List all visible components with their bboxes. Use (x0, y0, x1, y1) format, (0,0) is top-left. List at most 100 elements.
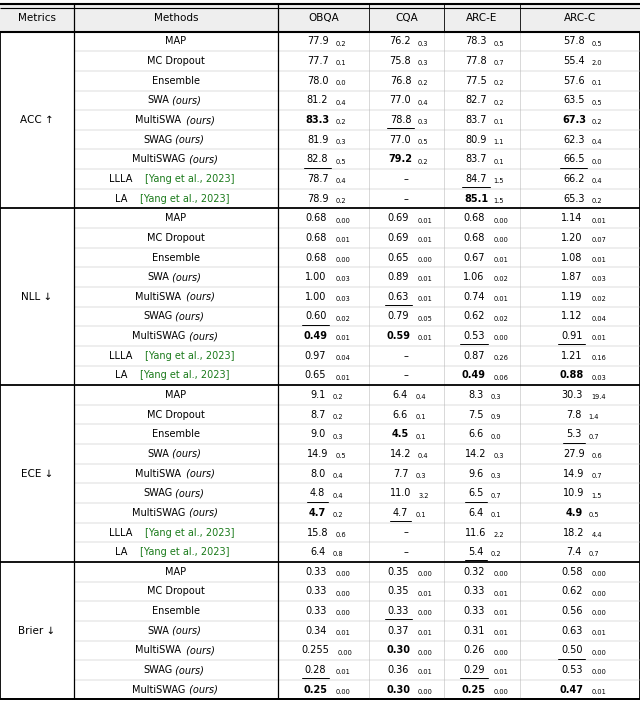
Text: 0.01: 0.01 (591, 689, 606, 695)
Text: 0.62: 0.62 (463, 311, 484, 321)
Text: 0.01: 0.01 (418, 591, 433, 597)
Text: 8.0: 8.0 (310, 469, 325, 479)
Text: –: – (404, 547, 409, 557)
Text: 4.8: 4.8 (310, 489, 325, 498)
Text: 82.7: 82.7 (465, 96, 487, 105)
Text: 0.3: 0.3 (491, 394, 501, 400)
Text: 0.01: 0.01 (418, 296, 433, 302)
Text: Ensemble: Ensemble (152, 606, 200, 616)
Text: (ours): (ours) (184, 115, 215, 125)
Text: OBQA: OBQA (308, 13, 339, 22)
Text: 85.1: 85.1 (464, 193, 488, 204)
Text: 4.5: 4.5 (392, 430, 409, 439)
Text: 0.00: 0.00 (335, 610, 350, 617)
Text: 0.00: 0.00 (493, 689, 508, 695)
Text: 0.00: 0.00 (493, 650, 508, 656)
Text: 0.35: 0.35 (388, 586, 409, 596)
Text: 1.4: 1.4 (589, 414, 599, 420)
Text: 0.01: 0.01 (418, 276, 433, 283)
Text: [Yang et al., 2023]: [Yang et al., 2023] (145, 351, 235, 361)
Text: 83.3: 83.3 (305, 115, 330, 125)
Text: 0.32: 0.32 (463, 567, 484, 576)
Text: 0.02: 0.02 (335, 316, 350, 322)
Text: –: – (404, 193, 409, 204)
Text: 65.3: 65.3 (563, 193, 585, 204)
Text: 0.30: 0.30 (387, 685, 410, 695)
Text: 0.7: 0.7 (589, 551, 599, 557)
Text: (ours): (ours) (184, 292, 215, 302)
Text: MultiSWAG: MultiSWAG (132, 155, 185, 165)
Text: 0.01: 0.01 (493, 610, 508, 617)
Text: 0.2: 0.2 (591, 198, 602, 204)
Text: 0.01: 0.01 (418, 237, 433, 243)
Text: 0.2: 0.2 (335, 120, 346, 125)
Text: 0.4: 0.4 (591, 139, 602, 145)
Text: 11.6: 11.6 (465, 527, 486, 538)
Text: SWAG: SWAG (144, 311, 173, 321)
Text: SWA: SWA (147, 96, 169, 105)
Text: 0.01: 0.01 (591, 217, 606, 224)
Text: 0.5: 0.5 (335, 453, 346, 459)
Text: 0.0: 0.0 (491, 434, 501, 439)
Text: 81.2: 81.2 (307, 96, 328, 105)
Text: 0.60: 0.60 (305, 311, 326, 321)
Text: 0.2: 0.2 (418, 159, 429, 165)
Text: 15.8: 15.8 (307, 527, 328, 538)
Text: 0.00: 0.00 (338, 650, 353, 656)
Text: 7.8: 7.8 (566, 410, 582, 420)
Text: 0.49: 0.49 (303, 331, 328, 341)
Text: 0.69: 0.69 (388, 213, 409, 224)
Text: LLLA: LLLA (109, 351, 136, 361)
Text: 10.9: 10.9 (563, 489, 584, 498)
Text: MAP: MAP (165, 390, 187, 400)
Text: 0.26: 0.26 (493, 355, 508, 361)
Text: 0.36: 0.36 (388, 665, 409, 675)
Text: 0.68: 0.68 (305, 252, 326, 262)
Text: MultiSWA: MultiSWA (135, 292, 181, 302)
Text: 62.3: 62.3 (563, 135, 585, 145)
Text: 1.1: 1.1 (493, 139, 504, 145)
Text: 0.04: 0.04 (335, 355, 350, 361)
Text: 4.4: 4.4 (591, 532, 602, 538)
Text: 2.0: 2.0 (591, 60, 602, 66)
Text: (ours): (ours) (172, 665, 204, 675)
Text: 55.4: 55.4 (563, 56, 585, 66)
Text: 77.8: 77.8 (465, 56, 487, 66)
Text: 0.68: 0.68 (305, 233, 326, 243)
Text: 5.4: 5.4 (468, 547, 484, 557)
Text: [Yang et al., 2023]: [Yang et al., 2023] (145, 527, 235, 538)
Text: 0.16: 0.16 (591, 355, 606, 361)
Text: 0.01: 0.01 (493, 591, 508, 597)
Text: (ours): (ours) (184, 645, 215, 655)
Text: SWAG: SWAG (144, 665, 173, 675)
Text: 0.00: 0.00 (493, 571, 508, 577)
Text: 2.2: 2.2 (493, 532, 504, 538)
Text: 0.02: 0.02 (493, 276, 508, 283)
Text: 81.9: 81.9 (307, 135, 328, 145)
Text: MC Dropout: MC Dropout (147, 586, 205, 596)
Text: 0.3: 0.3 (415, 473, 426, 479)
Text: 11.0: 11.0 (390, 489, 411, 498)
Text: 3.2: 3.2 (418, 493, 429, 498)
Text: 0.02: 0.02 (591, 296, 606, 302)
Text: 0.88: 0.88 (560, 370, 584, 380)
Text: 0.05: 0.05 (418, 316, 433, 322)
Text: 0.3: 0.3 (418, 41, 429, 47)
Text: Brier ↓: Brier ↓ (18, 626, 56, 636)
Text: 0.33: 0.33 (463, 586, 484, 596)
Text: LLLA: LLLA (109, 527, 136, 538)
Text: 0.6: 0.6 (335, 532, 346, 538)
Text: (ours): (ours) (186, 331, 218, 341)
Text: 1.19: 1.19 (561, 292, 582, 302)
Text: 0.03: 0.03 (335, 276, 350, 283)
Text: 0.01: 0.01 (335, 630, 350, 636)
Text: 0.00: 0.00 (335, 689, 350, 695)
Text: (ours): (ours) (172, 311, 204, 321)
Text: 0.5: 0.5 (589, 512, 599, 518)
Text: 78.8: 78.8 (390, 115, 412, 125)
Text: (ours): (ours) (169, 626, 201, 636)
Text: 30.3: 30.3 (561, 390, 582, 400)
Text: 1.5: 1.5 (591, 493, 602, 498)
Text: Ensemble: Ensemble (152, 252, 200, 262)
Text: 78.7: 78.7 (307, 174, 328, 184)
